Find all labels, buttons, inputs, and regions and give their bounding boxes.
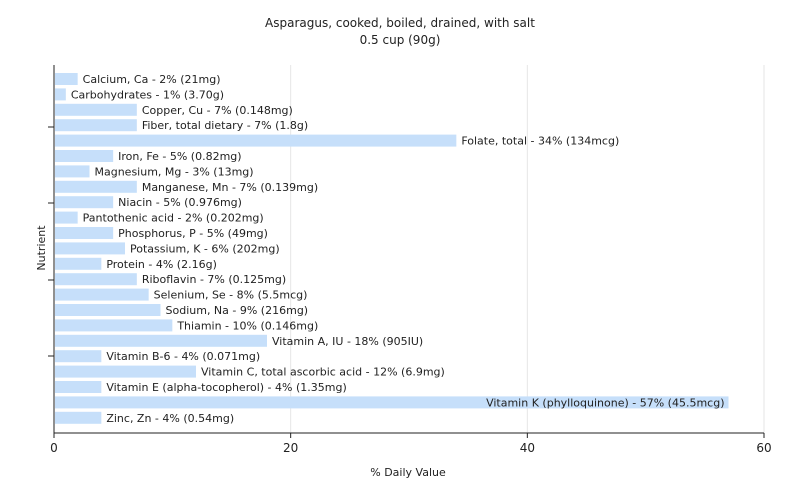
- bars: [55, 73, 729, 424]
- bar-label: Sodium, Na - 9% (216mg): [166, 304, 309, 317]
- x-axis-title: % Daily Value: [370, 466, 446, 479]
- bar-label: Vitamin K (phylloquinone) - 57% (45.5mcg…: [486, 396, 724, 409]
- bar-label: Vitamin C, total ascorbic acid - 12% (6.…: [201, 366, 445, 379]
- bar-label: Iron, Fe - 5% (0.82mg): [118, 150, 241, 163]
- bar-label: Protein - 4% (2.16g): [106, 258, 217, 271]
- bar-label: Calcium, Ca - 2% (21mg): [83, 73, 221, 86]
- bar: [55, 196, 114, 209]
- bar-label: Niacin - 5% (0.976mg): [118, 196, 242, 209]
- bar: [55, 273, 137, 286]
- bar: [55, 165, 90, 178]
- bar: [55, 103, 137, 116]
- bar: [55, 396, 729, 409]
- bar-label: Thiamin - 10% (0.146mg): [176, 319, 318, 332]
- bar-label: Magnesium, Mg - 3% (13mg): [95, 165, 254, 178]
- bar-label: Vitamin B-6 - 4% (0.071mg): [106, 350, 260, 363]
- bar: [55, 350, 102, 363]
- bar: [55, 381, 102, 393]
- bar: [55, 73, 78, 85]
- bar: [55, 211, 78, 224]
- bar-label: Copper, Cu - 7% (0.148mg): [142, 104, 293, 117]
- bar: [55, 227, 114, 239]
- bar: [55, 119, 137, 132]
- x-tick-label: 40: [520, 441, 535, 455]
- x-tick-label: 60: [756, 441, 771, 455]
- bar: [55, 288, 149, 301]
- bar-label: Riboflavin - 7% (0.125mg): [142, 273, 286, 286]
- bar: [55, 242, 125, 255]
- bar: [55, 411, 102, 424]
- y-axis-title: Nutrient: [35, 225, 48, 271]
- bar-label: Vitamin E (alpha-tocopherol) - 4% (1.35m…: [106, 381, 346, 394]
- bar-label: Potassium, K - 6% (202mg): [130, 242, 280, 255]
- bar-label: Zinc, Zn - 4% (0.54mg): [106, 412, 234, 425]
- x-tick-label: 0: [50, 441, 58, 455]
- bar-label: Fiber, total dietary - 7% (1.8g): [142, 119, 308, 132]
- bar-label: Folate, total - 34% (134mcg): [461, 135, 619, 148]
- bar: [55, 180, 137, 193]
- chart-subtitle: 0.5 cup (90g): [360, 33, 441, 47]
- bar: [55, 88, 66, 101]
- bar: [55, 365, 196, 378]
- bar-label: Manganese, Mn - 7% (0.139mg): [142, 181, 318, 194]
- bar-label: Pantothenic acid - 2% (0.202mg): [83, 212, 264, 225]
- chart-titles: Asparagus, cooked, boiled, drained, with…: [265, 16, 535, 47]
- chart-title: Asparagus, cooked, boiled, drained, with…: [265, 16, 535, 30]
- x-tick-label: 20: [283, 441, 298, 455]
- bar: [55, 134, 457, 147]
- axes: 0 20 40 60: [48, 65, 772, 455]
- grid-lines: [290, 65, 765, 433]
- bar: [55, 334, 267, 347]
- bar: [55, 319, 173, 332]
- bar: [55, 304, 161, 316]
- bar-label: Vitamin A, IU - 18% (905IU): [272, 335, 423, 348]
- bar-label: Phosphorus, P - 5% (49mg): [118, 227, 268, 240]
- bar: [55, 150, 114, 162]
- bar-labels: Calcium, Ca - 2% (21mg) Carbohydrates - 1…: [71, 73, 725, 425]
- bar-label: Selenium, Se - 8% (5.5mcg): [154, 289, 308, 302]
- bar: [55, 257, 102, 270]
- bar-label: Carbohydrates - 1% (3.70g): [71, 88, 224, 101]
